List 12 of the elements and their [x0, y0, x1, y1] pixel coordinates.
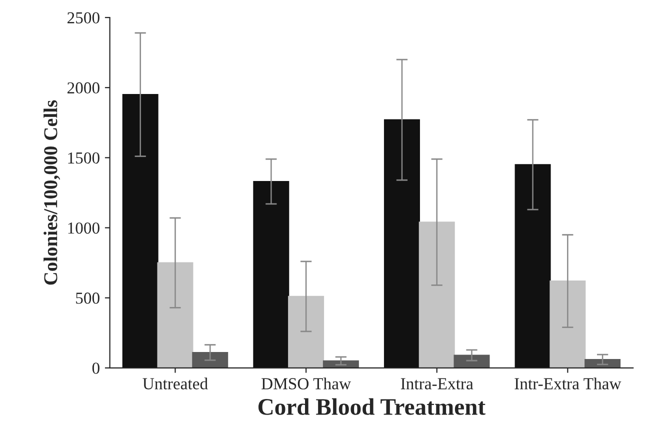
- x-tick-label: DMSO Thaw: [262, 378, 351, 390]
- y-tick-label: 1000: [68, 222, 100, 234]
- y-tick-label: 2500: [67, 12, 100, 24]
- y-tick-label: 500: [76, 292, 100, 304]
- x-tick-label: Intra-Extra: [400, 378, 474, 390]
- x-tick-label: Untreated: [142, 378, 208, 390]
- y-axis-title: Colonies/100,000 Cells: [44, 100, 60, 285]
- y-tick-label: 1500: [68, 152, 100, 164]
- y-tick-label: 0: [92, 362, 100, 374]
- y-tick-label: 2000: [67, 82, 100, 94]
- x-tick-label: Intr-Extra Thaw: [514, 378, 622, 390]
- x-axis-title: Cord Blood Treatment: [258, 398, 486, 415]
